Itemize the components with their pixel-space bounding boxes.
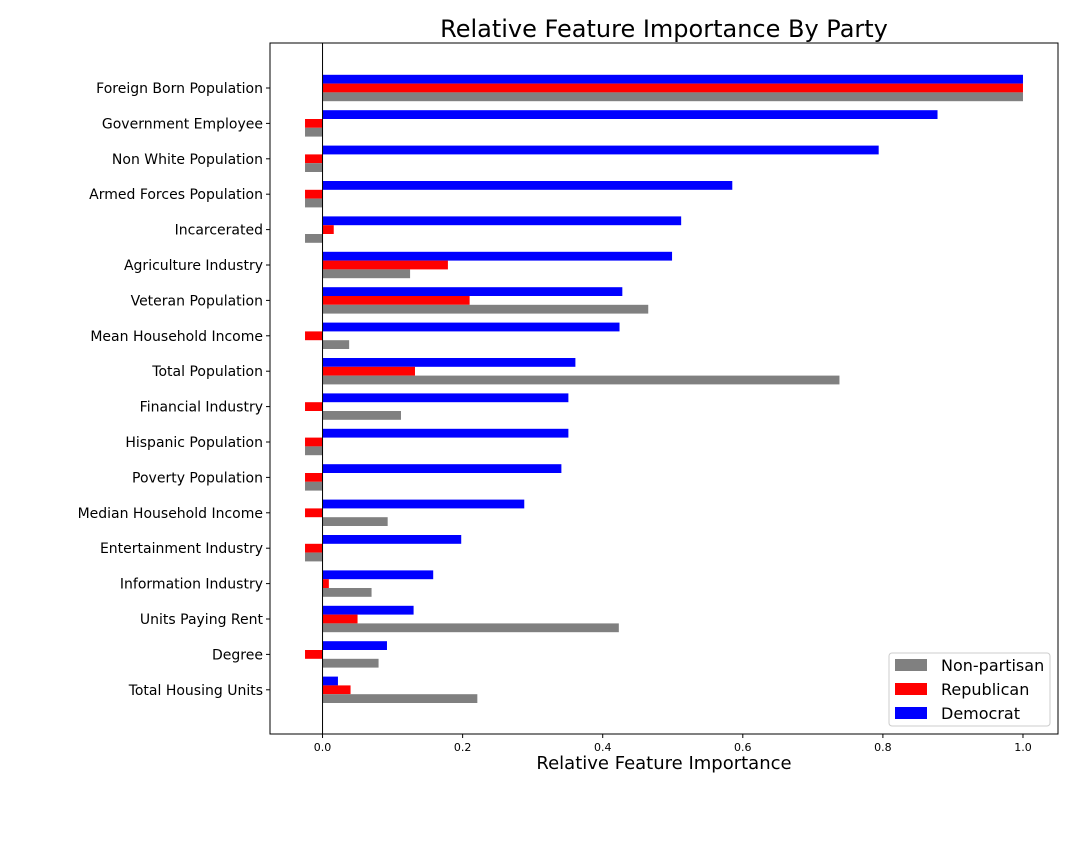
bar-democrat-5	[322, 251, 673, 261]
bar-democrat-16	[322, 641, 387, 650]
bar-non-partisan-13	[305, 552, 323, 562]
bar-non-partisan-5	[322, 269, 411, 279]
x-tick-label: 0.4	[594, 741, 612, 754]
bar-non-partisan-2	[305, 163, 323, 172]
y-tick-label: Information Industry	[120, 577, 263, 593]
bar-non-partisan-14	[322, 588, 372, 597]
y-tick-label: Armed Forces Population	[89, 187, 263, 203]
bar-non-partisan-12	[322, 517, 388, 526]
bar-democrat-0	[322, 74, 1023, 84]
legend: Non-partisan Republican Democrat	[888, 652, 1051, 727]
y-tick-label: Government Employee	[102, 116, 263, 132]
bar-democrat-7	[322, 322, 620, 332]
bar-democrat-3	[322, 181, 733, 190]
x-tick-label: 0.2	[454, 741, 472, 754]
bar-non-partisan-11	[305, 481, 323, 491]
y-tick-label: Hispanic Population	[125, 435, 263, 451]
y-tick-label: Non White Population	[112, 152, 263, 168]
bar-non-partisan-8	[322, 375, 840, 385]
legend-label: Republican	[941, 680, 1029, 699]
legend-swatch-republican	[895, 683, 927, 695]
x-axis-label: Relative Feature Importance	[536, 753, 791, 774]
bar-democrat-11	[322, 464, 562, 473]
bar-republican-11	[305, 473, 323, 482]
y-tick-label: Total Housing Units	[128, 683, 263, 699]
y-tick-label: Veteran Population	[131, 293, 263, 309]
bar-democrat-10	[322, 428, 569, 438]
y-tick-label: Total Population	[151, 364, 263, 380]
bar-republican-16	[305, 650, 323, 659]
bar-republican-5	[322, 260, 448, 270]
bar-republican-17	[322, 685, 351, 695]
bar-non-partisan-7	[322, 340, 350, 349]
bar-republican-12	[305, 508, 323, 518]
legend-label: Non-partisan	[941, 656, 1044, 675]
x-axis: 0.0 0.2 0.4 0.6 0.8 1.0	[314, 734, 1032, 754]
bar-non-partisan-16	[322, 658, 379, 668]
bar-non-partisan-17	[322, 694, 478, 703]
bar-republican-3	[305, 189, 323, 199]
bar-democrat-15	[322, 605, 414, 615]
y-tick-label: Entertainment Industry	[100, 541, 263, 557]
bar-democrat-1	[322, 110, 938, 119]
chart-title: Relative Feature Importance By Party	[440, 15, 888, 43]
bar-republican-7	[305, 331, 323, 341]
x-tick-label: 1.0	[1014, 741, 1032, 754]
bar-non-partisan-3	[305, 198, 323, 208]
bar-non-partisan-6	[322, 304, 649, 314]
bars-layer	[305, 74, 1023, 703]
bar-democrat-9	[322, 393, 569, 403]
legend-label: Democrat	[941, 704, 1020, 723]
legend-items: Non-partisan Republican Democrat	[895, 656, 1044, 723]
x-tick-label: 0.0	[314, 741, 332, 754]
legend-frame	[888, 652, 1051, 727]
y-tick-label: Mean Household Income	[90, 329, 263, 345]
bar-non-partisan-9	[322, 411, 401, 420]
y-axis: Foreign Born Population Government Employ…	[78, 81, 270, 699]
bar-non-partisan-4	[305, 234, 323, 243]
x-tick-label: 0.8	[874, 741, 892, 754]
bar-republican-2	[305, 154, 323, 164]
y-tick-label: Poverty Population	[132, 470, 263, 486]
y-tick-label: Median Household Income	[78, 506, 263, 522]
bar-republican-9	[305, 402, 323, 411]
legend-swatch-democrat	[895, 707, 927, 719]
x-tick-label: 0.6	[734, 741, 752, 754]
bar-republican-4	[322, 225, 334, 234]
bar-republican-8	[322, 366, 415, 376]
bar-republican-13	[305, 543, 323, 553]
bar-republican-6	[322, 296, 470, 305]
legend-swatch-non-partisan	[895, 659, 927, 671]
bar-democrat-17	[322, 676, 338, 686]
bar-republican-10	[305, 437, 323, 447]
bar-democrat-12	[322, 499, 525, 509]
bar-non-partisan-1	[305, 127, 323, 137]
y-tick-label: Agriculture Industry	[124, 258, 263, 274]
plot-frame	[269, 42, 1059, 735]
bar-democrat-14	[322, 570, 434, 580]
y-tick-label: Foreign Born Population	[96, 81, 263, 97]
y-tick-label: Units Paying Rent	[140, 612, 264, 628]
bar-democrat-13	[322, 535, 462, 544]
bar-republican-1	[305, 119, 323, 128]
bar-republican-0	[322, 83, 1023, 93]
bar-non-partisan-10	[305, 446, 323, 456]
bar-republican-14	[322, 579, 329, 588]
bar-non-partisan-15	[322, 623, 619, 633]
y-tick-label: Financial Industry	[140, 400, 263, 416]
bar-republican-15	[322, 614, 358, 624]
y-tick-label: Degree	[212, 647, 263, 663]
bar-democrat-6	[322, 287, 623, 296]
bar-non-partisan-0	[322, 92, 1023, 102]
bar-democrat-2	[322, 145, 879, 155]
bar-democrat-4	[322, 216, 682, 226]
bar-democrat-8	[322, 358, 576, 367]
y-tick-label: Incarcerated	[175, 223, 263, 239]
